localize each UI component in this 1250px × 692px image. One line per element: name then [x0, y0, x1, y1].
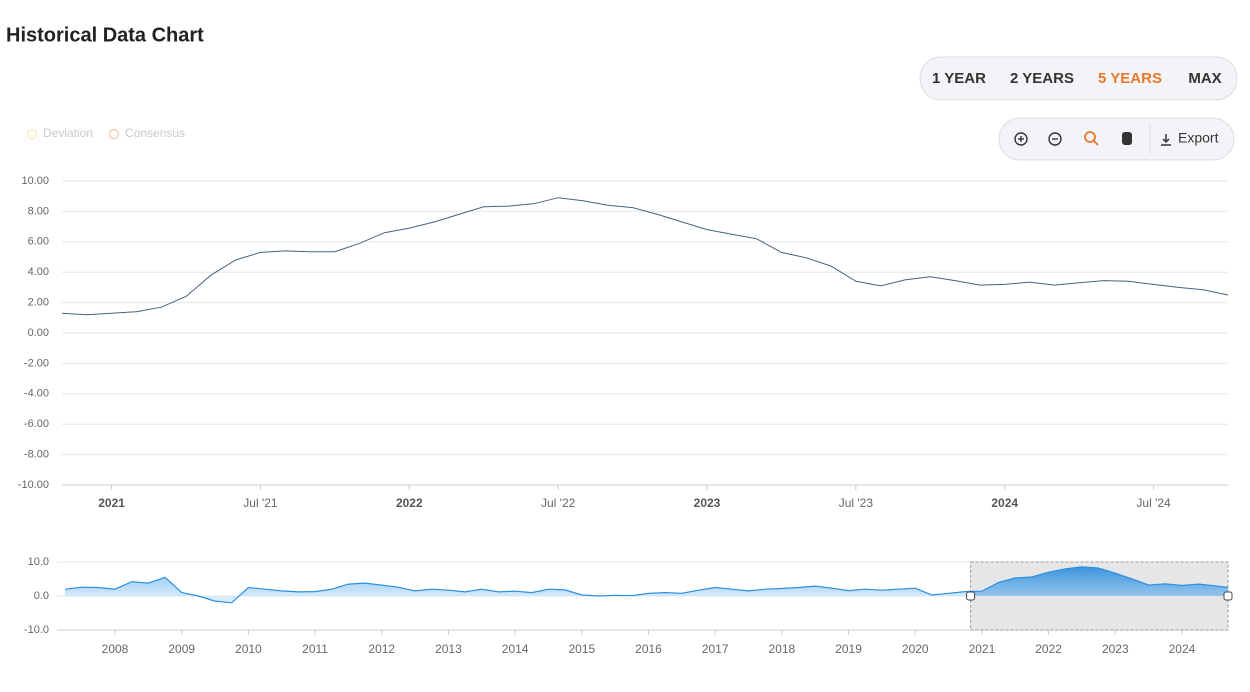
y-tick-label: 0.00	[28, 327, 49, 339]
y-tick-label: -10.0	[24, 624, 49, 636]
x-tick-label: Jul '24	[1136, 496, 1171, 510]
y-tick-label: 10.00	[21, 175, 49, 187]
x-tick-label: Jul '23	[839, 496, 874, 510]
area-line	[64, 566, 1229, 604]
area-fill	[65, 566, 1228, 603]
range-button[interactable]: 2 YEARS	[1010, 70, 1074, 87]
y-tick-label: -10.00	[18, 479, 49, 491]
range-button[interactable]: 5 YEARS	[1098, 70, 1162, 87]
y-tick-label: -4.00	[24, 388, 49, 400]
zoom-in-icon[interactable]	[1014, 132, 1028, 146]
x-tick-label: 2023	[694, 496, 721, 510]
range-button[interactable]: 1 YEAR	[932, 70, 986, 87]
y-tick-label: 4.00	[28, 266, 49, 278]
x-tick-label: Jul '21	[243, 496, 278, 510]
x-tick-label: 2023	[1102, 642, 1129, 656]
legend-marker	[26, 128, 38, 140]
range-button[interactable]: MAX	[1188, 70, 1221, 87]
zoom-out-icon[interactable]	[1048, 132, 1062, 146]
selection-handle[interactable]	[1223, 591, 1233, 601]
x-tick-label: 2009	[168, 642, 195, 656]
export-icon[interactable]	[1161, 134, 1171, 146]
y-tick-label: -6.00	[24, 418, 49, 430]
pan-icon[interactable]	[1122, 132, 1132, 145]
legend-label[interactable]: Deviation	[43, 126, 93, 140]
legend-label[interactable]: Consensus	[125, 126, 185, 140]
export-button[interactable]: Export	[1178, 130, 1219, 146]
selection-handle[interactable]	[966, 591, 976, 601]
y-tick-label: 8.00	[28, 205, 49, 217]
y-tick-label: 0.0	[34, 590, 49, 602]
x-tick-label: 2018	[769, 642, 796, 656]
x-tick-label: 2024	[991, 496, 1018, 510]
x-tick-label: Jul '22	[541, 496, 576, 510]
x-tick-label: 2013	[435, 642, 462, 656]
toolbar	[998, 117, 1235, 161]
x-tick-label: 2020	[902, 642, 929, 656]
page-title: Historical Data Chart	[6, 24, 204, 46]
y-tick-label: 2.00	[28, 297, 49, 309]
x-tick-label: 2022	[1035, 642, 1062, 656]
y-tick-label: 6.00	[28, 236, 49, 248]
x-tick-label: 2011	[302, 642, 328, 656]
zoom-select-icon[interactable]	[1084, 131, 1099, 146]
area-fill-selected	[970, 566, 1228, 596]
x-tick-label: 2014	[502, 642, 529, 656]
x-tick-label: 2019	[835, 642, 862, 656]
x-tick-label: 2017	[702, 642, 729, 656]
y-tick-label: -2.00	[24, 357, 49, 369]
x-tick-label: 2010	[235, 642, 262, 656]
legend-marker	[108, 128, 120, 140]
x-tick-label: 2016	[635, 642, 662, 656]
x-tick-label: 2015	[568, 642, 595, 656]
x-tick-label: 2012	[368, 642, 395, 656]
y-tick-label: 10.0	[28, 556, 49, 568]
x-tick-label: 2024	[1169, 642, 1196, 656]
x-tick-label: 2021	[969, 642, 996, 656]
y-tick-label: -8.00	[24, 449, 49, 461]
data-line	[61, 197, 1229, 316]
range-selector	[919, 56, 1238, 101]
x-tick-label: 2008	[102, 642, 129, 656]
x-tick-label: 2021	[98, 496, 125, 510]
x-tick-label: 2022	[396, 496, 423, 510]
